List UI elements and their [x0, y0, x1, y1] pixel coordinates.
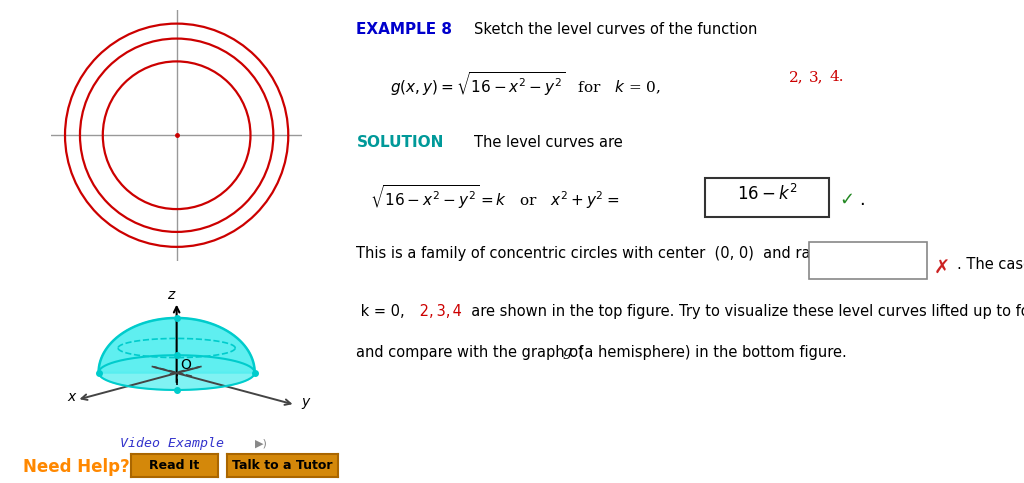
Text: EXAMPLE 8: EXAMPLE 8	[356, 22, 453, 37]
Text: and compare with the graph of: and compare with the graph of	[356, 345, 589, 360]
Text: 3,: 3,	[432, 304, 451, 319]
Text: The level curves are: The level curves are	[474, 135, 623, 150]
Polygon shape	[98, 318, 255, 390]
Text: SOLUTION: SOLUTION	[356, 135, 443, 150]
FancyBboxPatch shape	[809, 242, 927, 279]
Text: $g(x, y) = \sqrt{16 - x^2 - y^2}$   for   $k$ = 0,: $g(x, y) = \sqrt{16 - x^2 - y^2}$ for $k…	[390, 70, 660, 98]
Text: x: x	[68, 390, 76, 404]
Text: are shown in the top figure. Try to visualize these level curves lifted up to fo: are shown in the top figure. Try to visu…	[462, 304, 1024, 319]
Text: (a hemisphere) in the bottom figure.: (a hemisphere) in the bottom figure.	[574, 345, 847, 360]
Text: Need Help?: Need Help?	[23, 458, 129, 476]
Text: 2,: 2,	[415, 304, 433, 319]
Text: ✓: ✓	[840, 191, 854, 209]
Text: $\sqrt{16 - x^2 - y^2} = k$   or   $x^2 + y^2 =$: $\sqrt{16 - x^2 - y^2} = k$ or $x^2 + y^…	[370, 184, 620, 212]
Text: O: O	[180, 358, 191, 372]
Text: g: g	[562, 345, 571, 359]
Text: 4: 4	[449, 304, 462, 319]
Text: . The cases: . The cases	[956, 257, 1024, 272]
Text: Talk to a Tutor: Talk to a Tutor	[232, 459, 333, 472]
Text: Sketch the level curves of the function: Sketch the level curves of the function	[474, 22, 757, 37]
Text: 4.: 4.	[829, 70, 844, 84]
Text: ✗: ✗	[933, 258, 949, 277]
Text: $16 - k^2$: $16 - k^2$	[737, 184, 798, 204]
Text: z: z	[167, 288, 174, 302]
Text: ▶): ▶)	[255, 439, 267, 449]
Text: y: y	[301, 395, 310, 409]
FancyBboxPatch shape	[706, 178, 829, 217]
Text: This is a family of concentric circles with center  (0, 0)  and radius: This is a family of concentric circles w…	[356, 246, 842, 261]
Text: 2,: 2,	[790, 70, 804, 84]
Text: 3,: 3,	[809, 70, 823, 84]
Text: .: .	[859, 191, 865, 209]
Text: Video Example: Video Example	[120, 437, 224, 450]
Polygon shape	[98, 318, 255, 372]
Text: k = 0,: k = 0,	[356, 304, 406, 319]
Text: Read It: Read It	[150, 459, 200, 472]
